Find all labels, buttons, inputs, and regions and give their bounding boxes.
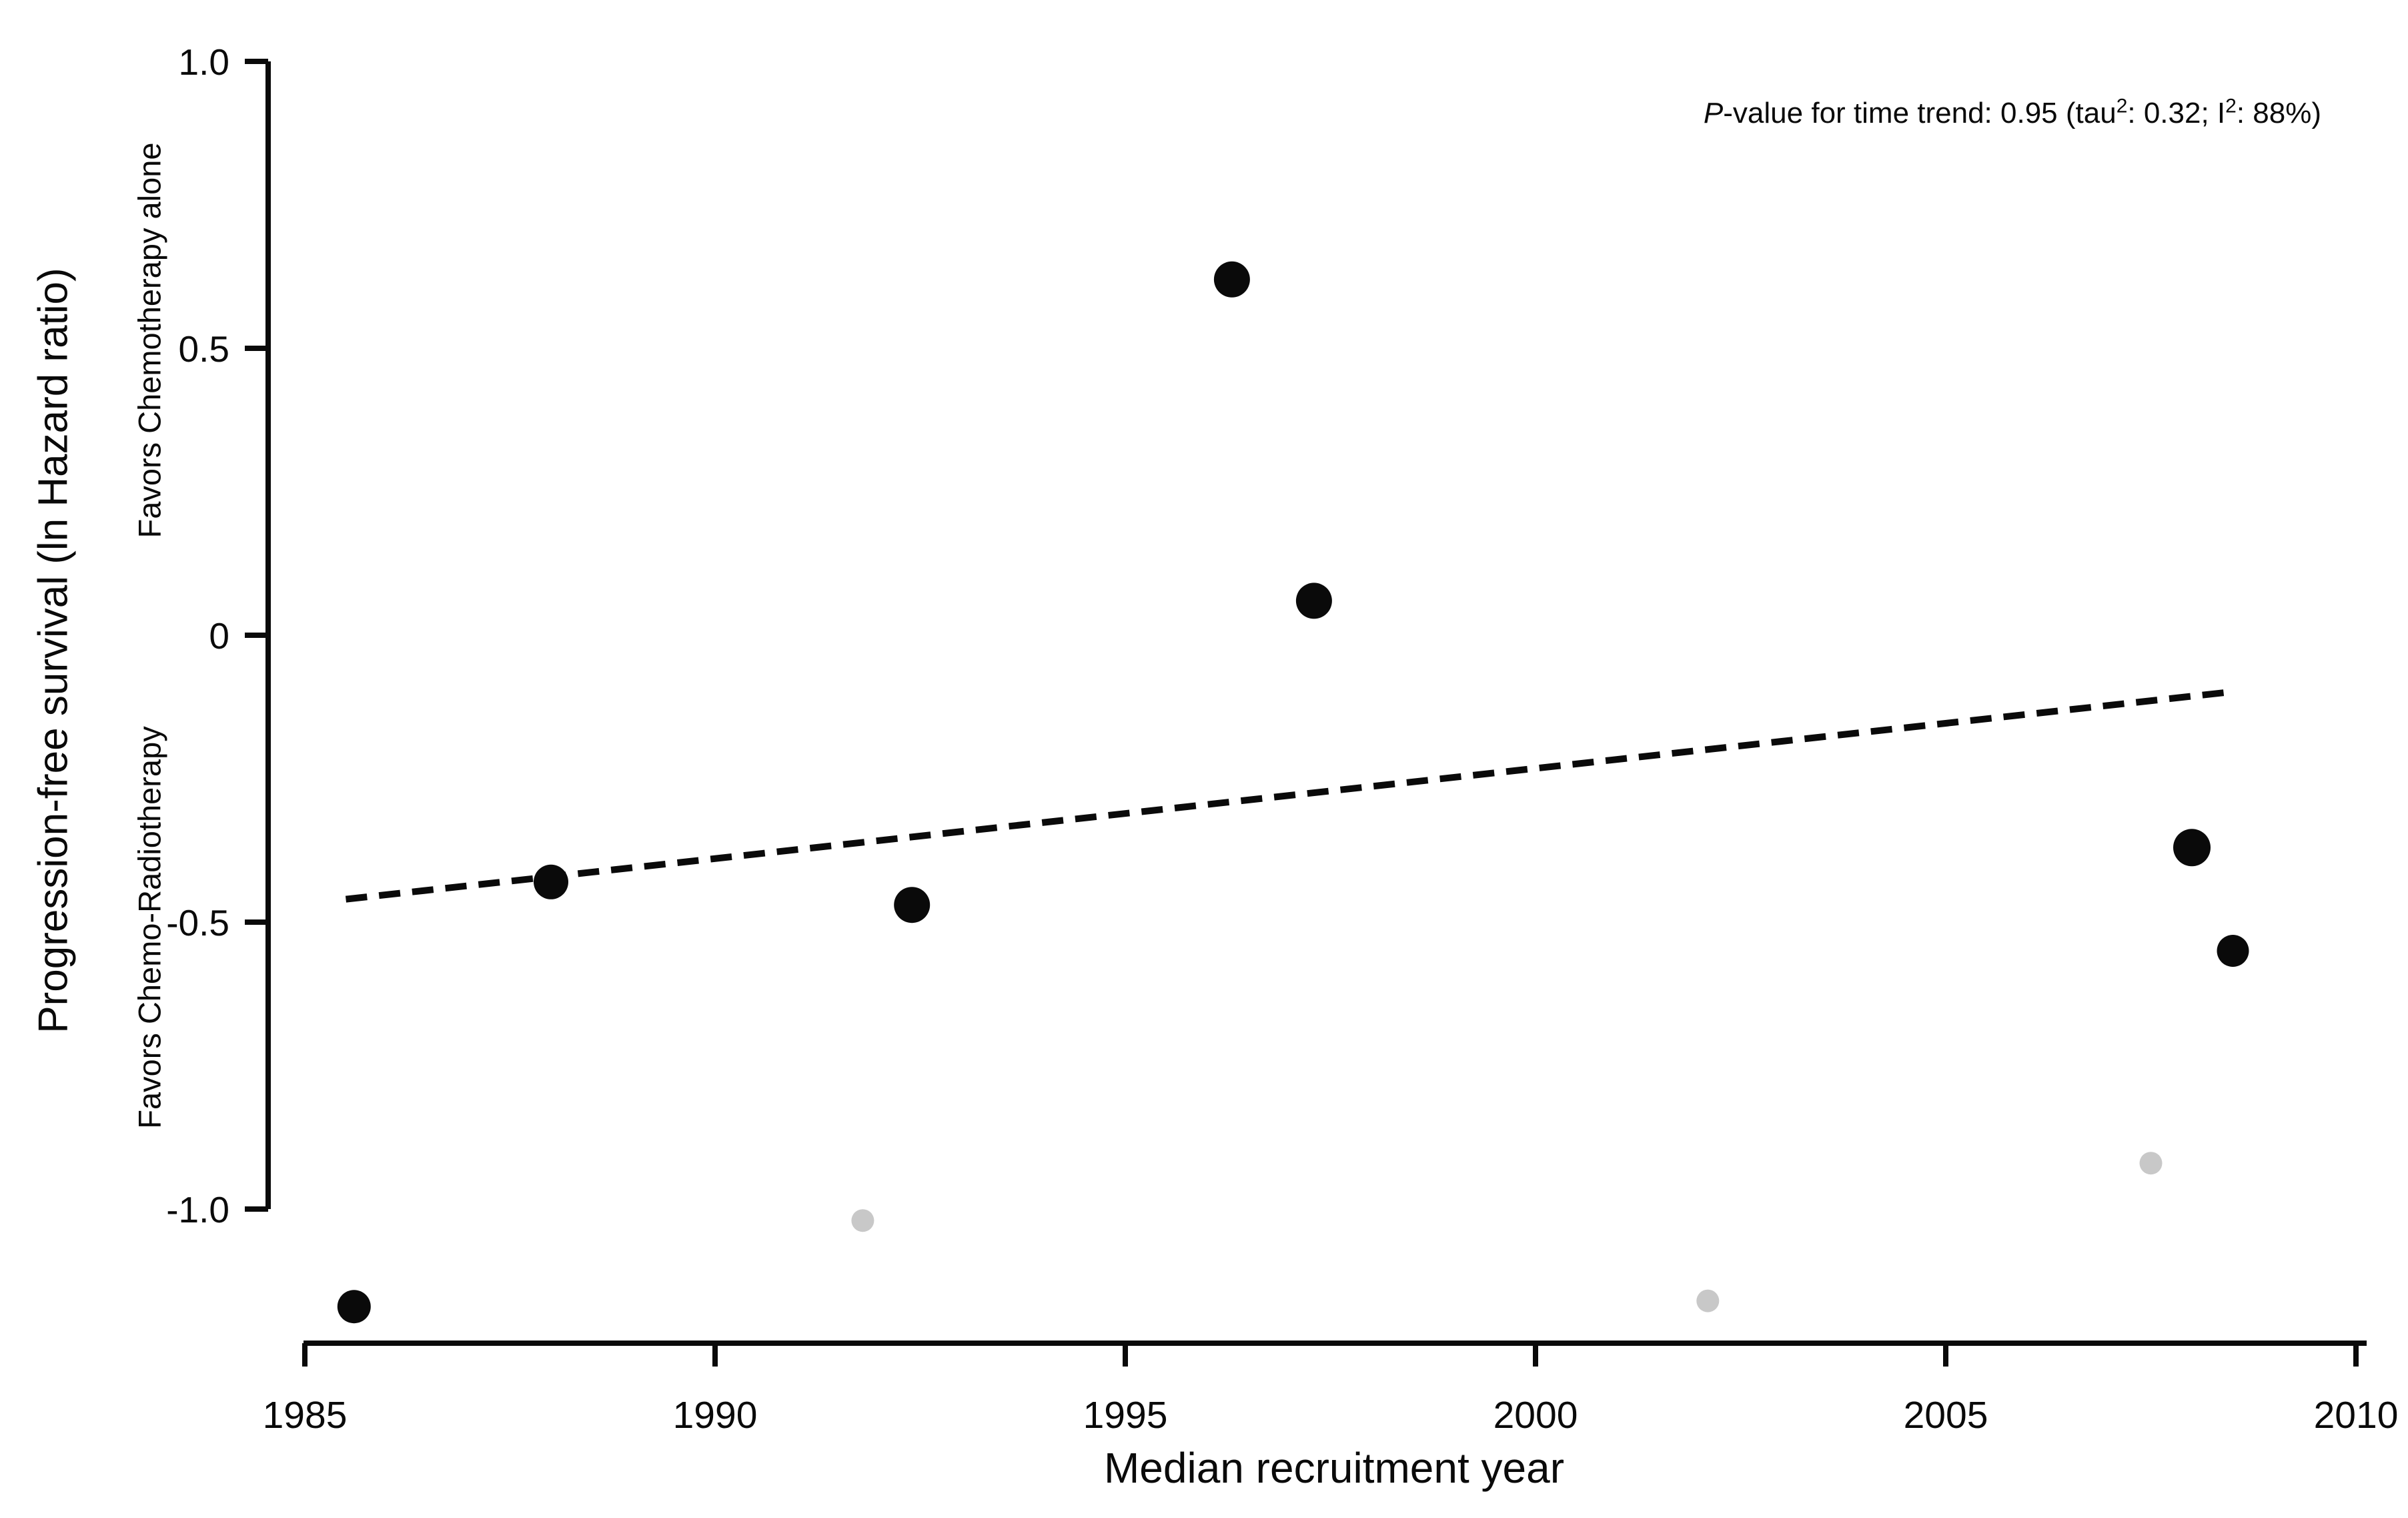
annotation-tau-superscript: 2 [2116,95,2128,117]
x-tick-label: 2005 [1904,1394,1988,1437]
data-point [1696,1289,1720,1312]
y-tick-label: -1.0 [166,1189,229,1230]
y-axis-favors-bottom-label: Favors Chemo-Radiotherapy [131,726,167,1129]
x-tick-label: 2010 [2314,1394,2399,1437]
y-tick-label: 0 [209,615,229,657]
annotation-p: P [1703,97,1724,129]
x-tick-label: 1990 [673,1394,758,1437]
data-point [1295,583,1332,619]
x-axis-title: Median recruitment year [1103,1444,1565,1492]
data-point [534,864,568,899]
data-point [894,887,931,923]
x-tick-label: 2000 [1493,1394,1578,1437]
annotation-text: : 88%) [2236,97,2321,129]
data-point [2139,1152,2163,1175]
p-value-annotation: P-value for time trend: 0.95 (tau2: 0.32… [1703,95,2321,130]
data-point [2173,829,2211,867]
y-tick-label: 0.5 [179,328,229,370]
y-tick-label: 1.0 [179,41,229,83]
y-axis-favors-top-label: Favors Chemotherapy alone [131,142,167,538]
annotation-i-superscript: 2 [2225,95,2237,117]
data-point [851,1209,874,1232]
x-tick-label: 1995 [1083,1394,1168,1437]
x-tick-label: 1985 [263,1394,348,1437]
data-point [2217,935,2249,967]
data-point [1213,261,1250,298]
annotation-text: -value for time trend: 0.95 (tau [1723,97,2117,129]
y-tick-label: -0.5 [166,902,229,943]
trend-line [345,689,2225,903]
data-point [337,1290,371,1324]
y-axis-title: Progression-free survival (ln Hazard rat… [30,268,77,1034]
annotation-text: : 0.32; I [2127,97,2226,129]
